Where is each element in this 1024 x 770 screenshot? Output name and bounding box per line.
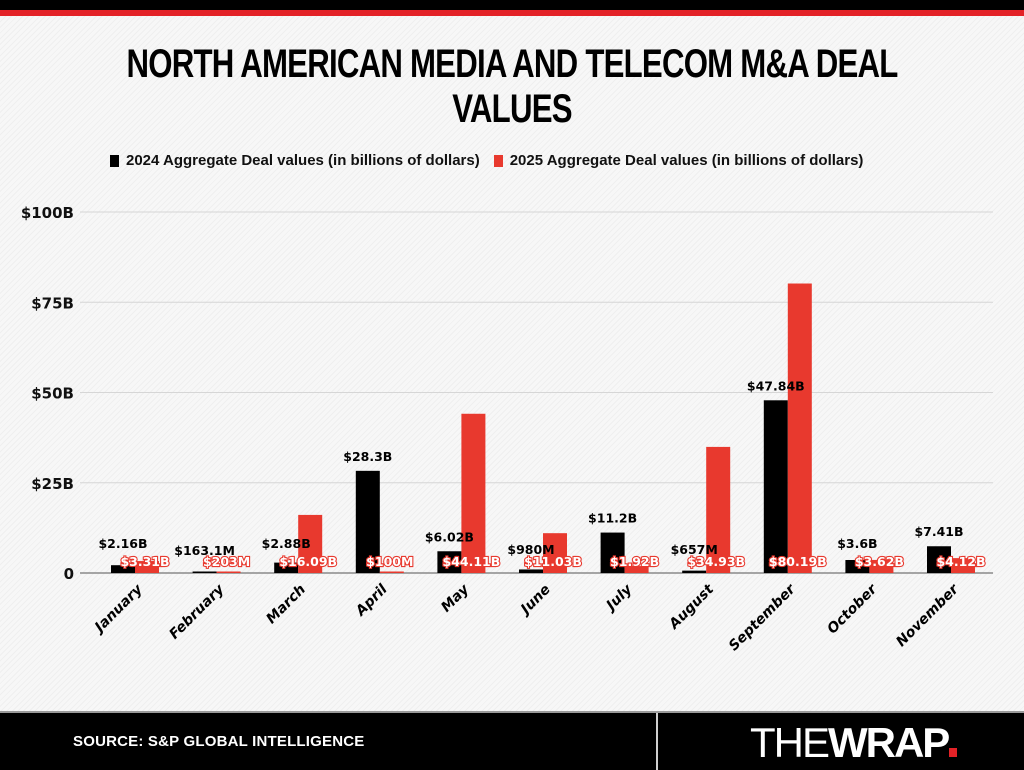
bar-2024	[355, 470, 380, 573]
legend-label-2025: 2025 Aggregate Deal values (in billions …	[509, 152, 864, 169]
data-label-2024: $47.84B	[747, 378, 805, 393]
x-tick-label: May	[438, 581, 473, 616]
bar-2025	[461, 413, 486, 573]
data-label-2024: $657M	[671, 542, 718, 557]
chart-title: NORTH AMERICAN MEDIA AND TELECOM M&A DEA…	[126, 42, 898, 131]
top-red-bar	[0, 10, 1024, 16]
legend-swatch-2024	[110, 154, 119, 167]
data-label-2025: $203M	[203, 554, 250, 569]
data-label-2025: $100M	[366, 554, 413, 569]
x-tick-label: April	[352, 581, 391, 620]
x-tick-label: January	[90, 581, 147, 638]
x-tick-label: November	[893, 581, 962, 650]
y-tick-label: $75B	[31, 294, 74, 312]
data-label-2024: $7.41B	[914, 524, 963, 539]
bar-2024	[845, 560, 870, 573]
x-tick-label: June	[516, 582, 554, 620]
x-tick-label: October	[824, 581, 881, 638]
x-tick-label: July	[601, 581, 636, 616]
bar-2025	[216, 571, 241, 573]
legend-swatch-2025	[493, 154, 503, 167]
bar-2024	[437, 551, 462, 573]
bar-2024	[192, 571, 217, 573]
data-label-2025: $3.31B	[120, 554, 169, 569]
y-tick-label: 0	[64, 565, 74, 583]
data-label-2024: $980M	[507, 542, 554, 557]
legend-item-2025: 2025 Aggregate Deal values (in billions …	[493, 152, 864, 169]
bar-2025	[869, 559, 894, 573]
x-tick-label: February	[166, 581, 228, 643]
logo-wrap: WRAP	[828, 719, 950, 766]
data-label-2024: $2.16B	[98, 536, 147, 551]
logo-the: THE	[750, 719, 830, 766]
logo-red-dot	[949, 748, 958, 757]
legend: 2024 Aggregate Deal values (in billions …	[110, 152, 863, 169]
data-label-2025: $1.92B	[610, 554, 659, 569]
x-tick-label: August	[666, 581, 718, 633]
data-label-2025: $44.11B	[443, 554, 501, 569]
data-label-2025: $3.62B	[855, 554, 904, 569]
top-black-bar	[0, 0, 1024, 10]
data-label-2024: $163.1M	[174, 543, 235, 558]
bar-2024	[763, 400, 788, 573]
data-label-2025: $16.09B	[279, 554, 337, 569]
source-text: SOURCE: S&P GLOBAL INTELLIGENCE	[73, 733, 365, 750]
y-tick-label: $50B	[31, 385, 74, 403]
footer: SOURCE: S&P GLOBAL INTELLIGENCE THEWRAP	[0, 711, 1024, 770]
bar-2025	[951, 558, 975, 573]
data-label-2024: $6.02B	[425, 529, 474, 544]
bar-2024	[274, 562, 299, 573]
data-label-2024: $3.6B	[837, 536, 877, 551]
bar-2024	[927, 546, 951, 573]
y-tick-label: $100B	[21, 204, 74, 222]
bar-2024	[519, 569, 543, 573]
data-label-2025: $4.12B	[936, 554, 985, 569]
footer-divider	[656, 713, 658, 770]
data-label-2024: $11.2B	[588, 511, 637, 526]
bar-2025	[135, 561, 159, 573]
bar-2025	[298, 514, 323, 573]
bar-2025	[379, 571, 404, 573]
data-label-2024: $28.3B	[343, 449, 392, 464]
legend-label-2024: 2024 Aggregate Deal values (in billions …	[126, 152, 480, 169]
thewrap-logo: THEWRAP	[750, 719, 958, 767]
bar-2025	[543, 533, 567, 573]
x-tick-label: March	[263, 582, 309, 628]
data-label-2024: $2.88B	[262, 536, 311, 551]
y-tick-label: $25B	[31, 475, 74, 493]
legend-item-2024: 2024 Aggregate Deal values (in billions …	[110, 152, 480, 169]
bar-2025	[624, 566, 649, 573]
bar-chart: 0 $25B $50B $75B $100B $2.16B $3.31B $163.1M$20…	[21, 204, 993, 654]
data-label-2025: $11.03B	[524, 554, 582, 569]
data-label-2025: $80.19B	[769, 554, 827, 569]
bar-2024	[682, 570, 707, 573]
x-tick-label: September	[726, 581, 799, 654]
bar-2025	[706, 446, 731, 573]
bar-2025	[787, 283, 812, 573]
data-label-2025: $34.93B	[687, 554, 745, 569]
bar-2024	[600, 532, 625, 573]
bar-2024	[111, 565, 135, 573]
